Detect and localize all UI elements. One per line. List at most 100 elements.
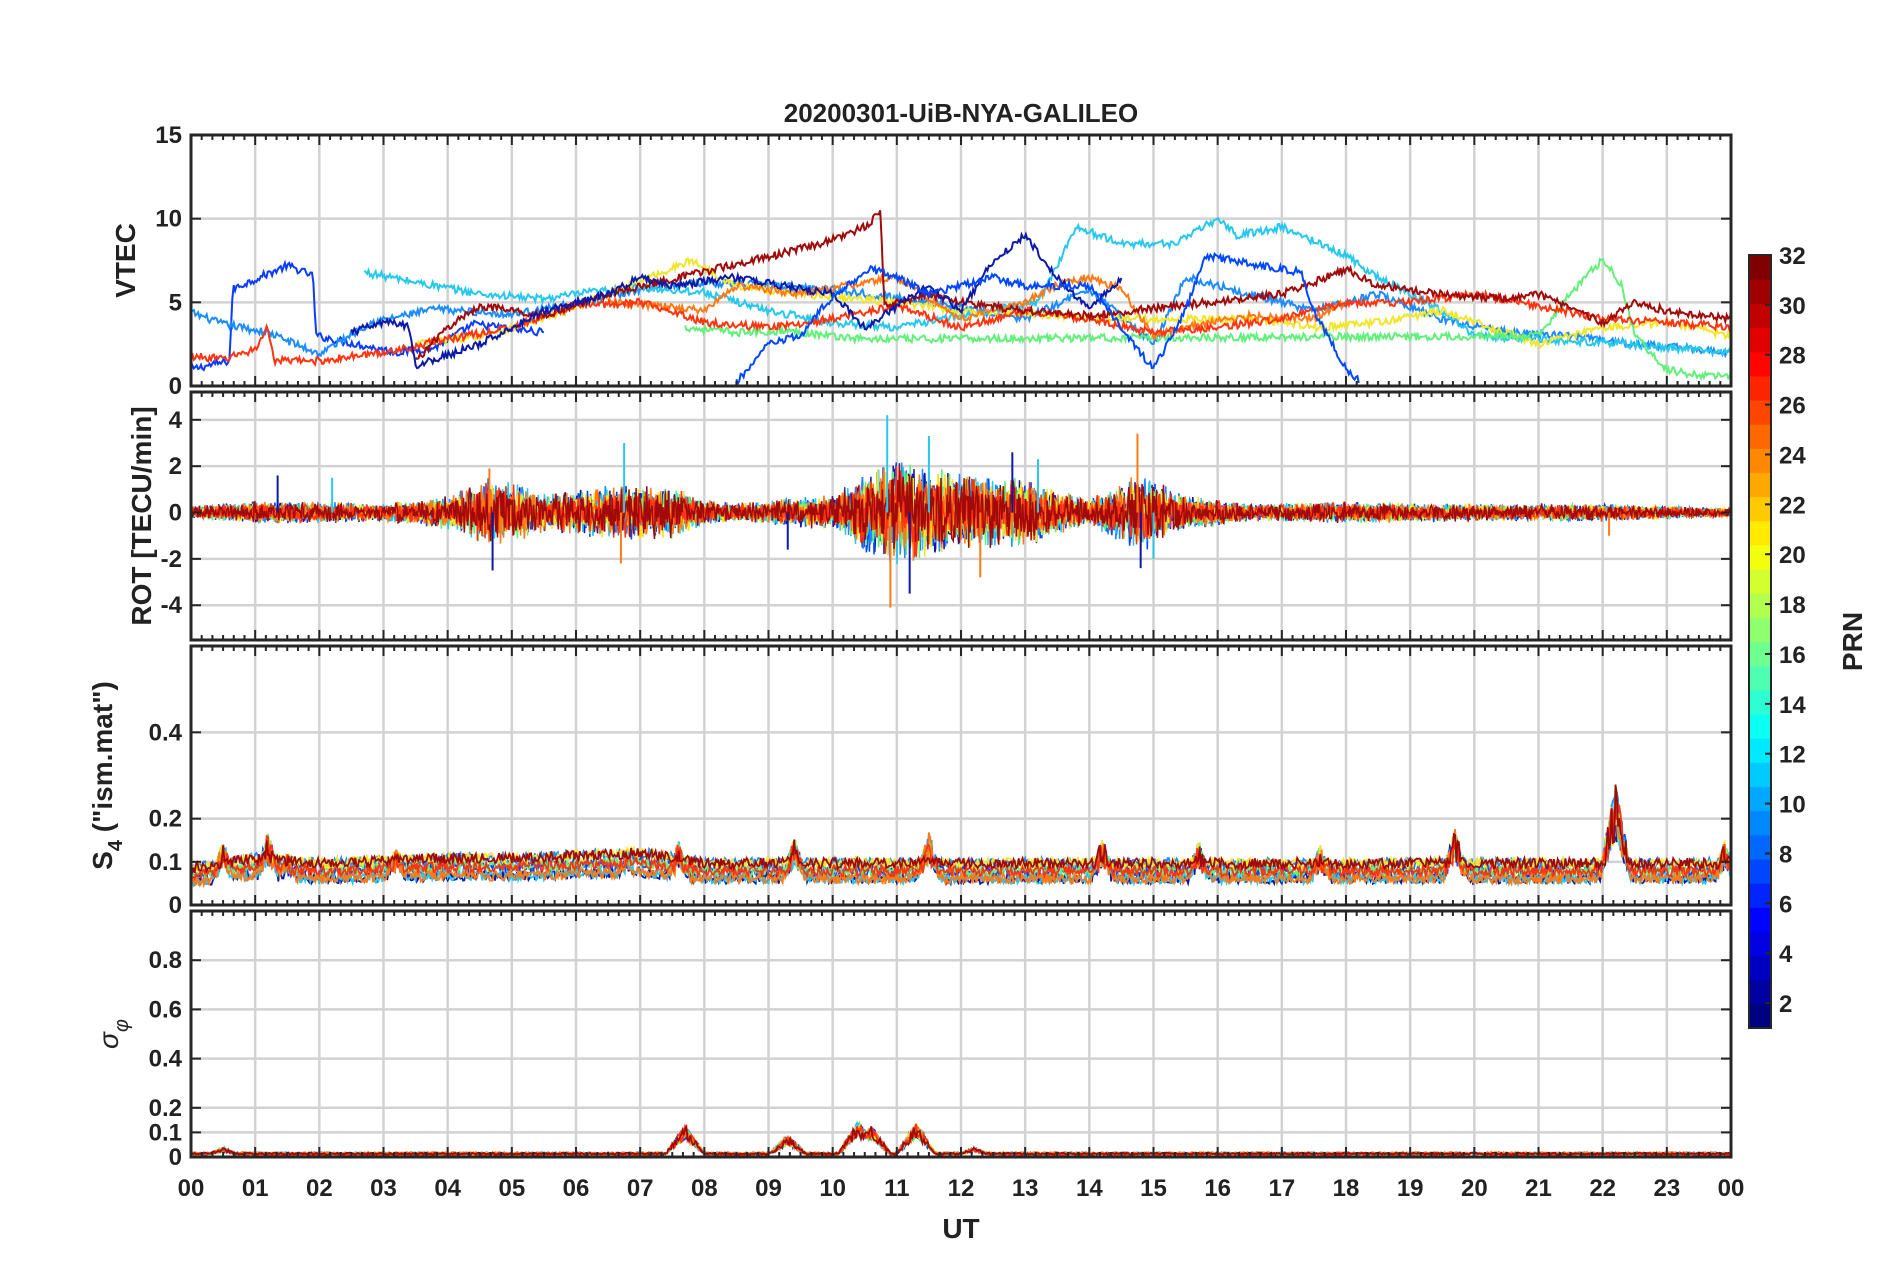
x-tick-label: 15 — [1140, 1175, 1167, 1202]
panel-s4: 0 0.1 0.2 0.4 S4 ("ism.mat") — [87, 644, 1733, 919]
rot-series — [191, 463, 1731, 550]
y-axis-label-rot: ROT [TECU/min] — [126, 406, 157, 625]
x-tick-label: 06 — [563, 1175, 590, 1202]
y-tick-label: 2 — [169, 453, 182, 480]
colorbar-tick-label: 18 — [1779, 592, 1806, 619]
y-tick-label: 0.6 — [149, 996, 182, 1023]
y-tick-label: 0.4 — [149, 1046, 183, 1073]
colorbar-segment — [1749, 279, 1771, 304]
y-axis-label-main: S — [87, 851, 118, 870]
colorbar-segment — [1749, 979, 1771, 1005]
colorbar-frame — [1748, 254, 1772, 1029]
x-tick-label: 16 — [1204, 1175, 1231, 1202]
plot-area-s4 — [191, 784, 1731, 889]
y-tick-label: -2 — [161, 546, 182, 573]
x-tick-label: 21 — [1525, 1175, 1552, 1202]
s4-series — [191, 784, 1731, 874]
ticks-s4 — [190, 646, 1732, 906]
ticks-vtec — [190, 134, 1732, 387]
x-tick-label: 12 — [948, 1175, 975, 1202]
colorbar-segment — [1749, 762, 1771, 788]
y-tick-label: 0 — [169, 500, 182, 527]
series-prn-12 — [363, 216, 1731, 357]
series-prn-2 — [350, 231, 1123, 370]
x-tick-label: 00 — [178, 1175, 205, 1202]
y-axis-label-sigma_phi: σφ — [93, 1019, 133, 1049]
colorbar-segment — [1749, 883, 1771, 908]
colorbar-segment — [1749, 375, 1771, 401]
colorbar-tick-label: 20 — [1779, 542, 1806, 569]
y-axis-label-vtec: VTEC — [110, 223, 141, 298]
y-tick-label: 10 — [155, 206, 182, 233]
grid-vtec — [191, 135, 1731, 386]
panel-sigma_phi: 00.10.2 0.4 0.6 0.8 σφ 00 01 02 03 04 05 06 07 08 09 10… — [93, 909, 1744, 1202]
colorbar-segment — [1749, 931, 1771, 957]
colorbar-segment — [1749, 810, 1771, 836]
y-tick-label: 0.4 — [149, 719, 183, 746]
y-tick-label: 15 — [155, 122, 182, 149]
colorbar-segment — [1749, 617, 1771, 643]
colorbar-tick-label: 2 — [1779, 991, 1792, 1018]
colorbar-segment — [1749, 569, 1771, 594]
colorbar-segment — [1749, 448, 1771, 474]
x-tick-label: 02 — [306, 1175, 333, 1202]
chart-title: 20200301-UiB-NYA-GALILEO — [784, 98, 1139, 128]
colorbar-segment — [1749, 520, 1771, 546]
y-tick-label: 5 — [169, 289, 182, 316]
colorbar-segment — [1749, 786, 1771, 812]
x-axis-label: UT — [942, 1213, 979, 1244]
y-axis-label-s4: S4 ("ism.mat") — [87, 681, 127, 870]
colorbar-tick-label: 16 — [1779, 642, 1806, 669]
colorbar-tick-label: 28 — [1779, 343, 1806, 370]
series-prn-24 — [607, 272, 1347, 340]
colorbar-tick-label: 6 — [1779, 891, 1792, 918]
panel-vtec: 0 5 10 15 VTEC — [110, 122, 1733, 400]
y-tick-label: 0 — [169, 373, 182, 400]
x-tick-label: 11 — [884, 1175, 909, 1202]
s4-series — [191, 798, 1731, 882]
colorbar-segment — [1749, 955, 1771, 981]
x-tick-label: 08 — [691, 1175, 718, 1202]
colorbar-segment — [1749, 303, 1771, 329]
x-tick-label: 09 — [755, 1175, 782, 1202]
colorbar-segment — [1749, 713, 1771, 739]
colorbar-tick-label: 10 — [1779, 792, 1806, 819]
colorbar-segment — [1749, 255, 1771, 280]
x-tick-label: 20 — [1461, 1175, 1488, 1202]
y-axis-label-sub: 4 — [105, 839, 127, 851]
x-tick-label: 23 — [1653, 1175, 1680, 1202]
panel-rot: -4 -2 0 2 4 ROT [TECU/min] — [126, 390, 1733, 642]
plot-area-vtec — [191, 210, 1731, 386]
y-axis-label-main: σ — [93, 1031, 124, 1049]
colorbar-segment — [1749, 834, 1771, 860]
y-axis-label-sub: φ — [111, 1019, 133, 1032]
colorbar-segment — [1749, 496, 1771, 522]
plot-area-rot — [191, 415, 1731, 608]
x-tick-label: 01 — [242, 1175, 269, 1202]
colorbar-segment — [1749, 858, 1771, 884]
y-tick-label: 0 — [169, 892, 182, 919]
colorbar-tick-label: 22 — [1779, 492, 1806, 519]
y-tick-label: 0.2 — [149, 1095, 182, 1122]
series-prn-9 — [191, 272, 1731, 360]
colorbar-tick-label: 32 — [1779, 243, 1806, 270]
x-tick-label: 13 — [1012, 1175, 1039, 1202]
series-prn-31 — [415, 210, 1731, 361]
ticks-rot — [190, 392, 1732, 640]
series-prn-16 — [684, 257, 1731, 382]
colorbar-tick-label: 12 — [1779, 742, 1806, 769]
colorbar-tick-label: 8 — [1779, 841, 1792, 868]
x-tick-label: 10 — [819, 1175, 846, 1202]
y-axis-label-rest: ("ism.mat") — [87, 681, 118, 840]
x-tick-label: 05 — [498, 1175, 525, 1202]
x-tick-label: 03 — [370, 1175, 397, 1202]
colorbar-segment — [1749, 907, 1771, 932]
series-prn-5 — [191, 259, 545, 372]
x-tick-label: 04 — [434, 1175, 461, 1202]
colorbar-segment — [1749, 1003, 1771, 1029]
colorbar-tick-label: 26 — [1779, 393, 1806, 420]
x-tick-label: 14 — [1076, 1175, 1103, 1202]
